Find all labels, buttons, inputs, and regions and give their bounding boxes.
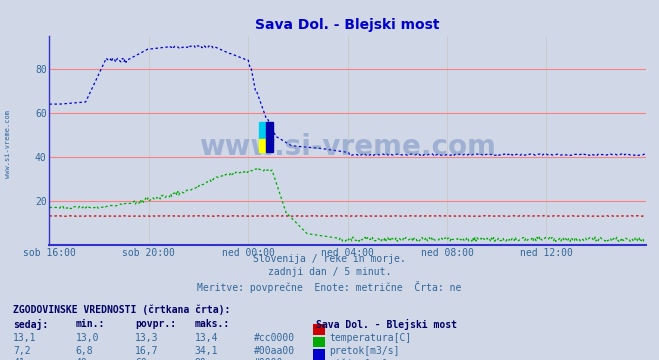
Bar	[258, 137, 266, 153]
Bar	[258, 122, 266, 137]
Text: #0000cc: #0000cc	[254, 358, 295, 360]
Text: 40: 40	[76, 358, 88, 360]
Text: 6,8: 6,8	[76, 346, 94, 356]
Text: 34,1: 34,1	[194, 346, 218, 356]
Text: 13,3: 13,3	[135, 333, 159, 343]
Text: maks.:: maks.:	[194, 319, 229, 329]
Text: zadnji dan / 5 minut.: zadnji dan / 5 minut.	[268, 267, 391, 278]
Text: www.si-vreme.com: www.si-vreme.com	[5, 110, 11, 178]
Text: 41: 41	[13, 358, 25, 360]
Text: 60: 60	[135, 358, 147, 360]
Text: #cc0000: #cc0000	[254, 333, 295, 343]
Text: pretok[m3/s]: pretok[m3/s]	[330, 346, 400, 356]
Bar	[258, 139, 266, 153]
Title: Sava Dol. - Blejski most: Sava Dol. - Blejski most	[256, 18, 440, 32]
Text: min.:: min.:	[76, 319, 105, 329]
Bar	[266, 122, 273, 153]
Text: 16,7: 16,7	[135, 346, 159, 356]
Text: 13,1: 13,1	[13, 333, 37, 343]
Text: 13,0: 13,0	[76, 333, 100, 343]
Text: sedaj:: sedaj:	[13, 319, 48, 330]
Text: 13,4: 13,4	[194, 333, 218, 343]
Text: www.si-vreme.com: www.si-vreme.com	[199, 133, 496, 161]
Text: 7,2: 7,2	[13, 346, 31, 356]
Text: temperatura[C]: temperatura[C]	[330, 333, 412, 343]
Text: 90: 90	[194, 358, 206, 360]
Text: ZGODOVINSKE VREDNOSTI (črtkana črta):: ZGODOVINSKE VREDNOSTI (črtkana črta):	[13, 304, 231, 315]
Text: višina[cm]: višina[cm]	[330, 358, 388, 360]
Text: Meritve: povprečne  Enote: metrične  Črta: ne: Meritve: povprečne Enote: metrične Črta:…	[197, 281, 462, 293]
Text: Sava Dol. - Blejski most: Sava Dol. - Blejski most	[316, 319, 457, 330]
Text: Slovenija / reke in morje.: Slovenija / reke in morje.	[253, 254, 406, 264]
Text: povpr.:: povpr.:	[135, 319, 176, 329]
Text: #00aa00: #00aa00	[254, 346, 295, 356]
